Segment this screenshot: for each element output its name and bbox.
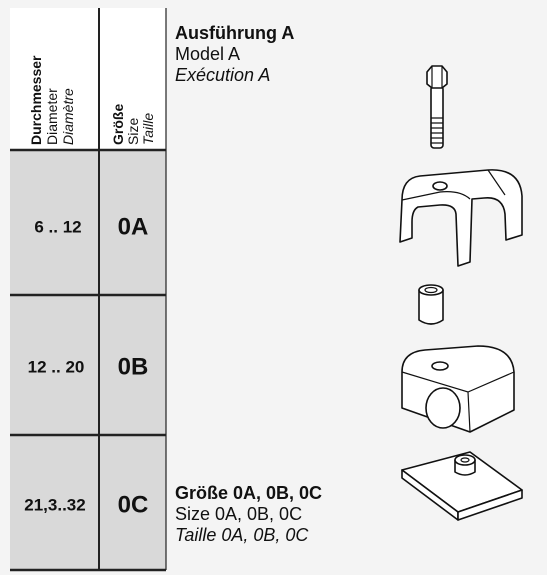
bolt — [426, 65, 448, 149]
model-title: Ausführung A — [175, 23, 294, 43]
model-text: Ausführung A Model A Exécution A — [175, 23, 294, 85]
header-cell — [10, 8, 166, 150]
sizes-title: Größe 0A, 0B, 0C — [175, 483, 322, 503]
size-cell: 0B — [118, 353, 149, 380]
diameter-cell: 21,3..32 — [24, 495, 85, 514]
diameter-cell: 12 .. 20 — [28, 357, 85, 376]
table-rows: 6 .. 12 0A 12 .. 20 0B 21,3..32 0C — [24, 213, 148, 518]
clamp — [399, 169, 523, 267]
diameter-header: Durchmesser Diameter Diamètre — [28, 55, 76, 145]
sizes-line: Taille 0A, 0B, 0C — [175, 525, 309, 545]
header-text: Größe — [110, 104, 126, 145]
table-lines — [10, 8, 167, 572]
model-line: Model A — [175, 44, 240, 64]
sizes-text: Größe 0A, 0B, 0C Size 0A, 0B, 0C Taille … — [175, 483, 322, 545]
plate — [401, 451, 523, 521]
size-cell: 0A — [118, 213, 149, 240]
sizes-line: Size 0A, 0B, 0C — [175, 504, 302, 524]
header-text: Diameter — [44, 88, 60, 145]
data-cells — [10, 150, 166, 570]
header-text: Durchmesser — [28, 55, 44, 145]
block — [401, 345, 515, 433]
model-line: Exécution A — [175, 65, 270, 85]
sleeve — [418, 284, 444, 325]
header-text: Diamètre — [60, 88, 76, 145]
header-text: Taille — [140, 113, 156, 145]
size-header: Größe Size Taille — [110, 104, 156, 145]
header-text: Size — [125, 118, 141, 145]
size-cell: 0C — [118, 491, 149, 518]
diameter-cell: 6 .. 12 — [34, 217, 81, 236]
